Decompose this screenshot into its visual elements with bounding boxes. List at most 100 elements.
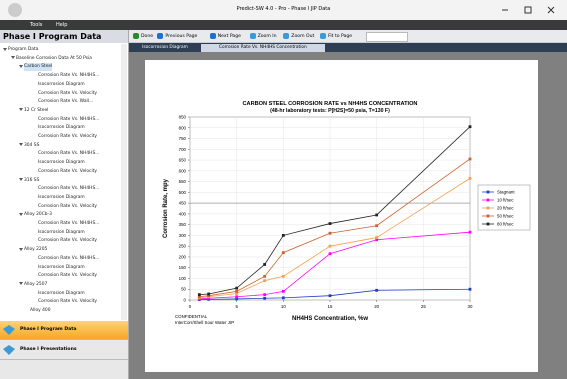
x-tick-label: 30 — [468, 304, 473, 309]
data-point — [281, 296, 285, 300]
toolbar-icon[interactable] — [133, 33, 139, 39]
panel-label[interactable]: Phase I Program Data — [20, 327, 77, 332]
legend-label: Stagnant — [497, 190, 515, 195]
y-tick-label: 400 — [179, 211, 187, 216]
tree-item[interactable]: Alloy 400 — [30, 308, 51, 313]
x-tick-label: 5 — [235, 304, 238, 309]
data-point — [263, 279, 267, 283]
tree-item[interactable]: Corrosion Rate Vs. Velocity — [38, 238, 98, 244]
expander — [19, 212, 23, 216]
tree-item[interactable]: 304 SS — [24, 142, 40, 148]
legend-marker — [486, 222, 490, 226]
tree-item[interactable]: 316 SS — [24, 177, 40, 183]
menu-item[interactable]: Tools — [30, 22, 43, 28]
legend-marker — [486, 198, 490, 202]
panel-label[interactable]: Phase I Presentations — [20, 347, 77, 352]
data-point — [328, 252, 332, 256]
toolbar-icon[interactable] — [157, 33, 164, 39]
data-point — [281, 274, 285, 278]
sidebar: Phase I Program Data Program Data Baselin… — [0, 30, 129, 379]
toolbar-button[interactable]: Zoom In — [257, 33, 277, 39]
x-axis-label: NH4HS Concentration, %w — [292, 316, 368, 322]
toolbar-button[interactable]: Zoom Out — [291, 33, 315, 39]
toolbar-icon[interactable] — [249, 33, 256, 39]
data-point — [235, 286, 239, 290]
tree-item[interactable]: Isocorrosion Diagram — [38, 194, 85, 200]
toolbar-button[interactable]: Done — [141, 33, 154, 39]
tree-item[interactable]: Corrosion Rate Vs. Wall... — [38, 99, 94, 105]
menu-item[interactable]: Help — [56, 22, 68, 28]
tree-item[interactable]: Corrosion Rate Vs. NH4HS... — [38, 186, 100, 192]
expander — [19, 108, 23, 112]
tree-item[interactable]: Corrosion Rate Vs. NH4HS... — [38, 255, 100, 261]
legend-marker — [486, 190, 490, 194]
toolbar: Done Previous Page Next Page Zoom In Zoom Ou… — [129, 30, 567, 43]
data-point — [328, 294, 332, 298]
data-point — [468, 125, 472, 129]
tree-item[interactable]: Isocorrosion Diagram — [38, 81, 85, 87]
tree-item[interactable]: Isocorrosion Diagram — [38, 290, 85, 296]
tree-item[interactable]: Isocorrosion Diagram — [38, 264, 85, 270]
toolbar-icon[interactable] — [209, 33, 216, 39]
toolbar-button[interactable]: Next Page — [217, 33, 241, 39]
tree-item[interactable]: Corrosion Rate Vs. NH4HS... — [38, 116, 100, 122]
x-tick-label: 15 — [328, 304, 333, 309]
expander — [19, 143, 23, 147]
tree-item[interactable]: Corrosion Rate Vs. NH4HS... — [38, 221, 100, 226]
scrollbar — [121, 44, 127, 320]
panels: Phase I Program Data Phase I Presentation… — [0, 321, 128, 379]
panel-icon — [3, 325, 15, 335]
menu-bar: Tools Help — [0, 20, 567, 30]
tree-item[interactable]: Corrosion Rate Vs. Velocity — [38, 134, 98, 139]
legend-label: 10 ft/sec — [497, 198, 514, 203]
tree-item[interactable]: Corrosion Rate Vs. NH4HS... — [38, 73, 100, 79]
series-line — [199, 288, 471, 300]
tree-item[interactable]: Corrosion Rate Vs. Velocity — [38, 273, 98, 279]
tree-item[interactable]: Corrosion Rate Vs. Velocity — [38, 90, 98, 96]
sidebar-title: Phase I Program Data — [0, 30, 128, 43]
chart-page: CARBON STEEL CORROSION RATE vs NH4HS CON… — [145, 60, 538, 372]
legend-label: 20 ft/sec — [497, 206, 514, 211]
tree-item[interactable]: Alloy 20Cb-3 — [24, 212, 52, 218]
data-point — [281, 234, 285, 237]
tree-item[interactable]: 12 Cr Steel — [24, 107, 49, 113]
y-tick-label: 750 — [179, 136, 187, 141]
tree-item[interactable]: Corrosion Rate Vs. Velocity — [38, 299, 98, 305]
tree-item[interactable]: Isocorrosion Diagram — [38, 160, 85, 166]
tree-item[interactable]: Corrosion Rate Vs. Velocity — [38, 168, 98, 174]
data-point — [328, 244, 332, 248]
tree-item[interactable]: Alloy 2205 — [24, 247, 48, 253]
tree-item[interactable]: Carbon Steel — [24, 63, 53, 72]
tree: Program Data Baseline Corrosion Data At 5… — [0, 44, 122, 320]
tree-item[interactable]: Corrosion Rate Vs. NH4HS... — [38, 151, 100, 157]
tree-item[interactable]: Isocorrosion Diagram — [38, 229, 85, 235]
panel-button[interactable]: Phase I Program Data — [0, 321, 128, 340]
toolbar-button[interactable]: Previous Page — [165, 33, 198, 39]
x-tick-label: 20 — [374, 304, 379, 309]
tree-item[interactable]: Program Data — [8, 47, 39, 52]
toolbar-button[interactable]: Fit to Page — [328, 33, 353, 39]
search-box[interactable] — [366, 32, 409, 42]
legend-marker — [486, 214, 490, 218]
tab[interactable]: Isocorrosion Diagram — [131, 44, 199, 52]
x-tick-label: 25 — [421, 304, 426, 309]
tree-item[interactable]: Alloy 2507 — [24, 281, 48, 287]
y-tick-label: 250 — [179, 244, 187, 249]
panel-button[interactable]: Phase I Presentations — [0, 341, 128, 360]
y-tick-label: 350 — [179, 222, 187, 227]
toolbar-icon[interactable] — [320, 33, 327, 39]
data-point — [375, 236, 379, 239]
data-point — [235, 297, 239, 301]
window-controls[interactable] — [500, 5, 562, 15]
tree-item[interactable]: Corrosion Rate Vs. Velocity — [38, 203, 98, 209]
toolbar-icon[interactable] — [283, 33, 290, 39]
tree-item[interactable]: Isocorrosion Diagram — [38, 125, 85, 131]
tab[interactable]: Corrosion Rate Vs. NH4HS Concentration — [201, 44, 325, 52]
series-line — [199, 178, 471, 299]
paper — [145, 60, 538, 372]
tree-item[interactable]: Baseline Corrosion Data At 50 Psia — [16, 55, 92, 61]
footnote: CONFIDENTIAL — [175, 314, 208, 319]
tab-strip: Isocorrosion Diagram Corrosion Rate Vs. N… — [129, 43, 567, 52]
y-tick-label: 800 — [179, 125, 187, 130]
data-point — [468, 287, 472, 291]
